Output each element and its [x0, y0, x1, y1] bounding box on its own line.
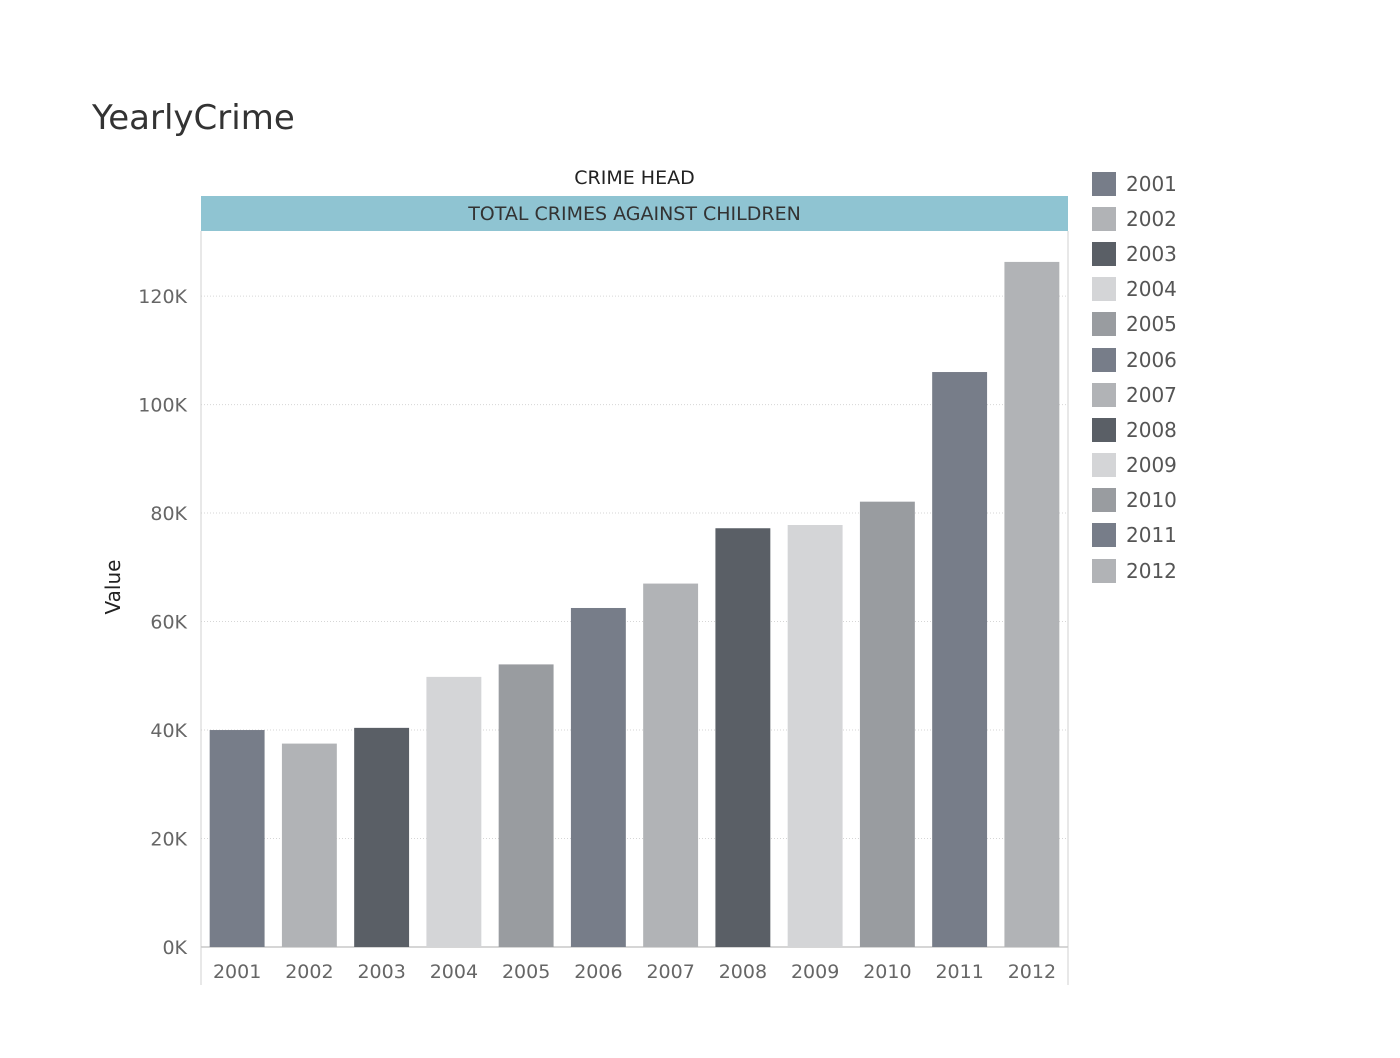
legend: 2001 2002 2003 2004 2005 2006 2007 2008 2009 2010… [1092, 166, 1177, 588]
legend-swatch [1092, 523, 1116, 548]
legend-item-2004[interactable]: 2004 [1092, 272, 1177, 307]
legend-label: 2003 [1126, 241, 1177, 266]
legend-swatch [1092, 312, 1116, 337]
y-tick-label: 0K [162, 937, 187, 959]
bar-2004[interactable] [426, 676, 482, 947]
bar-2009[interactable] [787, 524, 843, 947]
legend-swatch [1092, 241, 1116, 266]
legend-item-2001[interactable]: 2001 [1092, 166, 1177, 201]
x-tick-label: 2010 [863, 961, 911, 983]
legend-label: 2004 [1126, 277, 1177, 302]
chart-title: YearlyCrime [92, 98, 295, 138]
x-tick-label: 2008 [719, 961, 767, 983]
bar-2005[interactable] [498, 664, 554, 947]
x-tick-label: 2003 [357, 961, 405, 983]
x-tick-label: 2009 [791, 961, 839, 983]
legend-label: 2002 [1126, 206, 1177, 231]
legend-item-2006[interactable]: 2006 [1092, 342, 1177, 377]
legend-swatch [1092, 453, 1116, 478]
legend-label: 2006 [1126, 347, 1177, 372]
y-tick-label: 80K [150, 503, 187, 525]
x-tick-label: 2012 [1008, 961, 1056, 983]
legend-label: 2005 [1126, 312, 1177, 337]
legend-item-2005[interactable]: 2005 [1092, 307, 1177, 342]
y-tick-label: 60K [150, 612, 187, 634]
legend-label: 2008 [1126, 417, 1177, 442]
legend-swatch [1092, 417, 1116, 442]
legend-item-2012[interactable]: 2012 [1092, 553, 1177, 588]
bar-2001[interactable] [209, 730, 265, 947]
legend-item-2003[interactable]: 2003 [1092, 236, 1177, 271]
legend-swatch [1092, 558, 1116, 583]
x-tick-label: 2007 [646, 961, 694, 983]
legend-item-2010[interactable]: 2010 [1092, 483, 1177, 518]
bar-2007[interactable] [643, 583, 699, 947]
x-tick-label: 2001 [213, 961, 261, 983]
legend-swatch [1092, 382, 1116, 407]
legend-label: 2001 [1126, 171, 1177, 196]
legend-swatch [1092, 206, 1116, 231]
legend-label: 2009 [1126, 453, 1177, 478]
legend-label: 2012 [1126, 558, 1177, 583]
bar-2006[interactable] [570, 607, 626, 947]
y-tick-label: 40K [150, 720, 187, 742]
legend-swatch [1092, 277, 1116, 302]
legend-item-2002[interactable]: 2002 [1092, 201, 1177, 236]
y-tick-label: 100K [138, 395, 187, 417]
x-tick-label: 2002 [285, 961, 333, 983]
bar-2008[interactable] [715, 528, 771, 947]
y-tick-label: 20K [150, 829, 187, 851]
legend-swatch [1092, 488, 1116, 513]
header-field-label: CRIME HEAD [574, 167, 695, 189]
legend-item-2009[interactable]: 2009 [1092, 448, 1177, 483]
bar-2002[interactable] [281, 743, 337, 947]
bar-2011[interactable] [932, 372, 988, 948]
header-category-label: TOTAL CRIMES AGAINST CHILDREN [468, 202, 801, 225]
legend-swatch [1092, 171, 1116, 196]
header-category-band[interactable]: TOTAL CRIMES AGAINST CHILDREN [201, 196, 1068, 231]
x-tick-label: 2004 [430, 961, 478, 983]
legend-swatch [1092, 347, 1116, 372]
legend-item-2007[interactable]: 2007 [1092, 377, 1177, 412]
bar-2010[interactable] [859, 501, 915, 947]
legend-item-2008[interactable]: 2008 [1092, 412, 1177, 447]
legend-label: 2010 [1126, 488, 1177, 513]
y-tick-label: 120K [138, 286, 187, 308]
legend-item-2011[interactable]: 2011 [1092, 518, 1177, 553]
bar-2012[interactable] [1004, 261, 1060, 947]
legend-label: 2007 [1126, 382, 1177, 407]
legend-label: 2011 [1126, 523, 1177, 548]
x-tick-label: 2006 [574, 961, 622, 983]
bar-2003[interactable] [354, 727, 410, 947]
x-tick-label: 2005 [502, 961, 550, 983]
x-tick-label: 2011 [935, 961, 983, 983]
